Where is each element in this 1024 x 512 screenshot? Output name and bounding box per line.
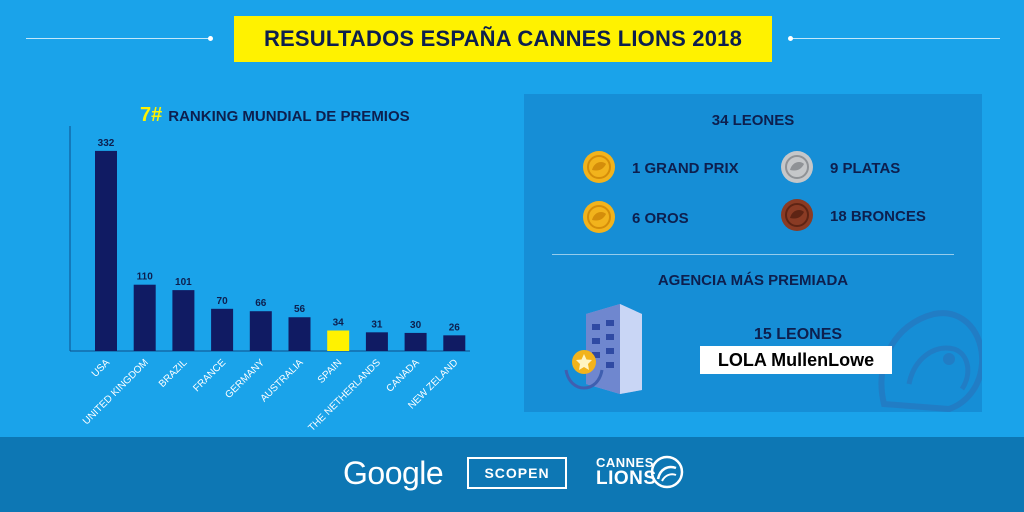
google-logo: Google — [343, 455, 444, 491]
x-tick-label: BRAZIL — [157, 357, 190, 390]
silver-medal-icon — [781, 151, 813, 183]
x-tick-label: THE NETHERLANDS — [306, 357, 383, 434]
bar-canada — [404, 332, 427, 351]
page-title: RESULTADOS ESPAÑA CANNES LIONS 2018 — [263, 26, 743, 51]
header-deco-dot-left — [208, 36, 213, 41]
footer — [0, 437, 1024, 512]
scopen-logo: SCOPEN — [467, 457, 567, 489]
bar-the-netherlands — [365, 332, 388, 351]
bar-france — [211, 308, 234, 351]
data-label: 332 — [98, 138, 115, 149]
gold-medal-icon — [583, 151, 615, 183]
bar-spain — [327, 330, 350, 351]
x-tick-label: FRANCE — [191, 357, 228, 394]
cannes-logo-line1: CANNES — [596, 455, 654, 470]
x-tick-label: CANADA — [384, 357, 421, 394]
agency-name: LOLA MullenLowe — [717, 349, 875, 370]
bar-new-zeland — [443, 335, 466, 351]
scopen-logo-text: SCOPEN — [484, 465, 550, 481]
bar-germany — [249, 311, 272, 351]
gold-medal-icon — [583, 201, 615, 233]
cannes-lions-logo: CANNES LIONS — [596, 456, 657, 488]
data-label: 110 — [137, 272, 154, 283]
header-deco-line-right — [792, 38, 1000, 39]
data-label: 56 — [294, 304, 306, 315]
header-deco-line-left — [26, 38, 212, 39]
lion-logo-icon — [650, 455, 684, 489]
ranking-title: RANKING MUNDIAL DE PREMIOS — [168, 108, 410, 125]
data-label: 70 — [217, 296, 229, 307]
bar-brazil — [172, 290, 195, 351]
data-label: 66 — [255, 298, 267, 309]
building-award-icon — [564, 304, 642, 394]
data-label: 30 — [410, 320, 422, 331]
data-label: 31 — [371, 319, 383, 330]
platas-label: 9 PLATAS — [830, 160, 901, 177]
x-tick-label: USA — [90, 357, 113, 380]
bar-united-kingdom — [133, 284, 156, 351]
agency-name-box: LOLA MullenLowe — [700, 346, 892, 374]
agency-lions-count: 15 LEONES — [754, 326, 843, 343]
bar-usa — [95, 150, 117, 351]
chart-title: 7# RANKING MUNDIAL DE PREMIOS — [140, 104, 410, 127]
header-deco-dot-right — [788, 36, 793, 41]
panel-divider — [552, 254, 954, 255]
x-tick-label: SPAIN — [316, 357, 344, 385]
ranking-position: 7# — [140, 104, 163, 126]
grand-prix-label: 1 GRAND PRIX — [632, 160, 739, 177]
bar-chart: 332 USA 110 UNITED KINGDOM 101 BRAZIL 70 FRANCE… — [69, 126, 470, 434]
agency-title: AGENCIA MÁS PREMIADA — [657, 272, 849, 289]
data-label: 26 — [449, 322, 461, 333]
bar-australia — [288, 317, 311, 351]
title-banner: RESULTADOS ESPAÑA CANNES LIONS 2018 — [234, 16, 772, 62]
total-lions: 34 LEONES — [711, 112, 795, 129]
bronces-label: 18 BRONCES — [830, 208, 926, 225]
data-label: 101 — [175, 277, 192, 288]
x-tick-label: UNITED KINGDOM — [81, 357, 151, 427]
oros-label: 6 OROS — [632, 210, 689, 227]
cannes-logo-line2: LIONS — [596, 468, 657, 489]
bronze-medal-icon — [781, 199, 813, 231]
awards-panel: 34 LEONES 1 GRAND PRIX 9 PLATAS 6 OROS 1… — [524, 94, 982, 412]
data-label: 34 — [333, 318, 345, 329]
